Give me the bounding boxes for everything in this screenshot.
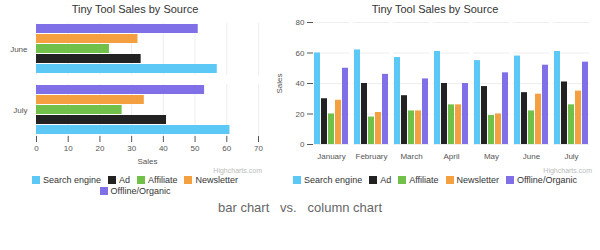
- svg-text:30: 30: [127, 144, 136, 153]
- svg-text:January: January: [317, 152, 345, 161]
- html-text:Newsletter: Newsletter: [456, 175, 499, 185]
- svg-text:Sales: Sales: [137, 157, 157, 166]
- svg-text:70: 70: [254, 144, 263, 153]
- svg-text:20: 20: [95, 144, 104, 153]
- svg-text:40: 40: [296, 79, 305, 88]
- html-text:Ad: Ad: [380, 175, 392, 185]
- svg-text:60: 60: [222, 144, 231, 153]
- svg-text:March: March: [400, 152, 422, 161]
- html-text:Highcharts.com: Highcharts.com: [213, 167, 262, 174]
- svg-text:July: July: [13, 106, 27, 115]
- html-text:Offline/Organic: Offline/Organic: [517, 175, 577, 185]
- svg-text:80: 80: [296, 18, 305, 27]
- html-text:Highcharts.com: Highcharts.com: [543, 167, 592, 174]
- svg-text:40: 40: [159, 144, 168, 153]
- svg-text:July: July: [564, 152, 578, 161]
- svg-text:April: April: [443, 152, 459, 161]
- html-text:Tiny Tool Sales by Source: Tiny Tool Sales by Source: [71, 3, 199, 15]
- html-text:Search engine: Search engine: [43, 175, 102, 185]
- html-text:Affiliate: Affiliate: [409, 175, 439, 185]
- svg-text:20: 20: [296, 110, 305, 119]
- html-text:Ad: Ad: [119, 175, 131, 185]
- svg-text:February: February: [355, 152, 387, 161]
- html-text:Tiny Tool Sales by Source: Tiny Tool Sales by Source: [371, 3, 499, 15]
- svg-text:10: 10: [64, 144, 73, 153]
- svg-text:50: 50: [191, 144, 200, 153]
- html-text:Search engine: Search engine: [304, 175, 363, 185]
- html-text:Offline/Organic: Offline/Organic: [110, 186, 171, 196]
- svg-text:60: 60: [296, 49, 305, 58]
- svg-text:May: May: [484, 152, 499, 161]
- html-text:Affiliate: Affiliate: [148, 175, 178, 185]
- html-text:Newsletter: Newsletter: [195, 175, 238, 185]
- svg-text:June: June: [10, 45, 28, 54]
- svg-text:0: 0: [300, 140, 305, 149]
- svg-text:June: June: [523, 152, 541, 161]
- html-text:bar chart vs. column chart: bar chart vs. column chart: [218, 200, 382, 215]
- svg-text:0: 0: [34, 144, 39, 153]
- svg-text:Sales: Sales: [275, 73, 284, 93]
